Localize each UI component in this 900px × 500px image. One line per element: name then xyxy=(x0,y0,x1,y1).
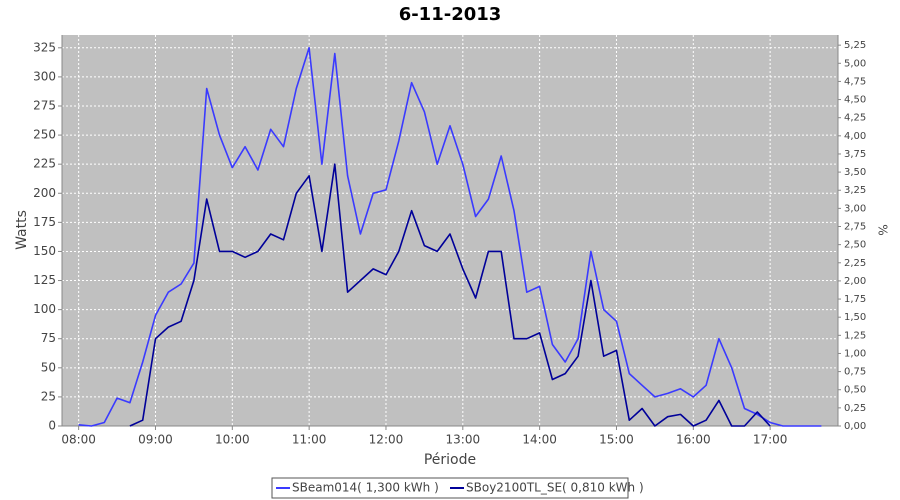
y-tick-label: 200 xyxy=(33,186,56,200)
x-tick-label: 12:00 xyxy=(369,433,404,447)
y2-tick-label: 3,75 xyxy=(844,149,866,160)
y-tick-label: 25 xyxy=(41,389,56,403)
chart-title: 6-11-2013 xyxy=(399,4,502,25)
x-tick-label: 08:00 xyxy=(61,433,96,447)
series-line xyxy=(129,163,771,427)
x-tick-label: 13:00 xyxy=(446,433,481,447)
y2-axis-label: % xyxy=(876,224,890,235)
y-tick-label: 75 xyxy=(41,331,56,345)
y-axis-label: Watts xyxy=(14,210,30,250)
y-tick-label: 0 xyxy=(48,419,56,433)
y-tick-label: 125 xyxy=(33,273,56,287)
y2-tick-label: 4,25 xyxy=(844,113,866,124)
y2-tick-label: 0,75 xyxy=(844,367,866,378)
y2-tick-label: 1,75 xyxy=(844,294,866,305)
y2-tick-label: 1,50 xyxy=(844,312,866,323)
legend-label: SBeam014( 1,300 kWh ) xyxy=(292,481,439,495)
y2-tick-label: 0,50 xyxy=(844,385,866,396)
x-tick-label: 16:00 xyxy=(676,433,711,447)
y-tick-label: 300 xyxy=(33,69,56,83)
y2-tick-label: 3,25 xyxy=(844,185,866,196)
x-tick-label: 17:00 xyxy=(753,433,788,447)
y2-tick-label: 5,25 xyxy=(844,40,866,51)
y-tick-label: 100 xyxy=(33,302,56,316)
y2-tick-label: 4,00 xyxy=(844,131,866,142)
y2-tick-label: 0,25 xyxy=(844,403,866,414)
y2-tick-label: 2,75 xyxy=(844,222,866,233)
x-tick-label: 10:00 xyxy=(215,433,250,447)
y2-tick-label: 5,00 xyxy=(844,58,866,69)
y-tick-label: 50 xyxy=(41,360,56,374)
y2-tick-label: 1,00 xyxy=(844,348,866,359)
y2-tick-label: 2,25 xyxy=(844,258,866,269)
y2-tick-label: 3,50 xyxy=(844,167,866,178)
x-tick-label: 09:00 xyxy=(138,433,173,447)
x-tick-label: 15:00 xyxy=(599,433,634,447)
y2-tick-label: 2,50 xyxy=(844,240,866,251)
y2-tick-label: 3,00 xyxy=(844,203,866,214)
y-tick-label: 250 xyxy=(33,128,56,142)
y-tick-label: 275 xyxy=(33,98,56,112)
plot-area xyxy=(62,35,838,426)
x-axis-label: Période xyxy=(424,452,476,468)
y-tick-label: 225 xyxy=(33,157,56,171)
series-line xyxy=(78,47,822,427)
y2-tick-label: 2,00 xyxy=(844,276,866,287)
legend-label: SBoy2100TL_SE( 0,810 kWh ) xyxy=(466,481,644,495)
y-tick-label: 175 xyxy=(33,215,56,229)
y2-tick-label: 4,75 xyxy=(844,76,866,87)
y2-tick-label: 1,25 xyxy=(844,330,866,341)
y-tick-label: 325 xyxy=(33,40,56,54)
y2-tick-label: 4,50 xyxy=(844,95,866,106)
y2-tick-label: 0,00 xyxy=(844,421,866,432)
x-tick-label: 14:00 xyxy=(522,433,557,447)
y-tick-label: 150 xyxy=(33,244,56,258)
x-tick-label: 11:00 xyxy=(292,433,327,447)
